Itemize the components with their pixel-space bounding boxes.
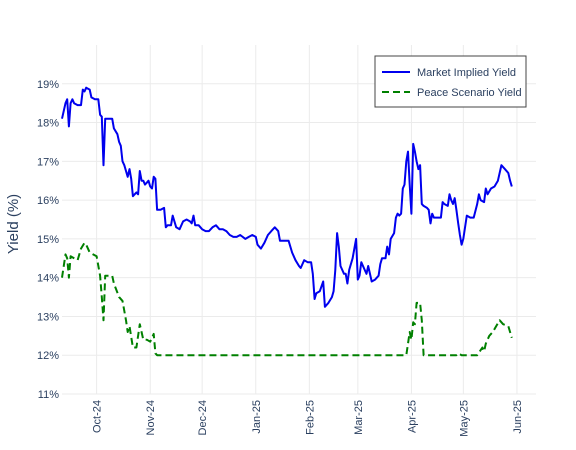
x-tick-label: Jun-25 <box>512 400 524 434</box>
y-tick-label: 12% <box>37 350 59 362</box>
y-axis-ticks: 11% 12% 13% 14% 15% 16% 17% 18% 19% <box>37 79 59 401</box>
x-tick-label: Jan-25 <box>251 400 263 434</box>
y-tick-label: 11% <box>38 389 59 401</box>
y-tick-label: 14% <box>37 273 59 285</box>
x-tick-label: May-25 <box>458 400 470 437</box>
x-tick-label: Nov-24 <box>145 400 157 435</box>
series-lines <box>61 86 513 357</box>
x-axis-ticks: Oct-24 Nov-24 Dec-24 Jan-25 Feb-25 Mar-25 Apr-… <box>92 400 524 437</box>
series-line-peace-scenario-yield <box>61 241 513 357</box>
x-tick-label: Feb-25 <box>304 400 316 435</box>
y-tick-label: 16% <box>37 195 59 207</box>
legend-label-market-implied-yield: Market Implied Yield <box>417 67 516 79</box>
y-tick-label: 18% <box>37 118 59 130</box>
legend: Market Implied Yield Peace Scenario Yiel… <box>374 55 527 108</box>
x-tick-label: Oct-24 <box>92 400 104 433</box>
legend-box <box>374 55 527 108</box>
x-tick-label: Mar-25 <box>353 400 365 435</box>
y-tick-label: 19% <box>37 79 59 91</box>
y-tick-label: 17% <box>37 156 59 168</box>
y-axis-title: Yield (%) <box>5 194 22 254</box>
x-tick-label: Apr-25 <box>406 400 418 433</box>
y-tick-label: 15% <box>37 234 59 246</box>
y-tick-label: 13% <box>37 311 59 323</box>
x-tick-label: Dec-24 <box>197 400 209 435</box>
legend-label-peace-scenario-yield: Peace Scenario Yield <box>417 87 522 99</box>
series-line-market-implied-yield <box>61 86 513 308</box>
